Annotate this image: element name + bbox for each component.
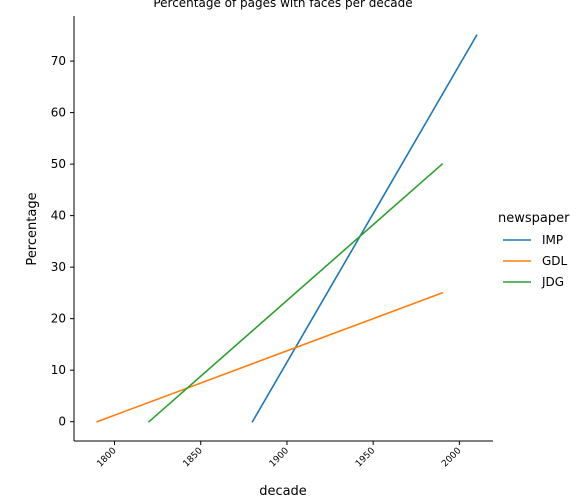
x-tick-label: 1950 (354, 446, 377, 469)
series-line-gdl (96, 291, 444, 423)
axes: 0 10 20 30 40 50 60 70 1800 1850 1900 1950 2000 (51, 16, 493, 469)
legend-label-imp: IMP (542, 233, 563, 247)
y-tick-label: 60 (51, 106, 66, 120)
x-tick-label: 1850 (182, 446, 205, 469)
legend: newspaper IMP GDL JDG (498, 211, 570, 289)
y-axis-label: Percentage (25, 192, 40, 265)
y-tick-label: 40 (51, 209, 66, 223)
x-tick-label: 1800 (95, 446, 118, 469)
legend-label-jdg: JDG (541, 275, 564, 289)
series-line-jdg (147, 162, 444, 423)
y-tick-label: 10 (51, 363, 66, 377)
chart-title: Percentage of pages with faces per decad… (153, 0, 412, 10)
x-tick-label: 1900 (268, 446, 291, 469)
series-lines (96, 34, 478, 423)
y-tick-label: 0 (58, 415, 66, 429)
x-axis-label: decade (259, 484, 307, 499)
y-tick-label: 30 (51, 260, 66, 274)
legend-label-gdl: GDL (542, 254, 568, 268)
x-tick-label: 2000 (440, 446, 463, 469)
legend-title: newspaper (498, 211, 570, 226)
y-tick-label: 20 (51, 312, 66, 326)
y-tick-label: 70 (51, 54, 66, 68)
y-tick-label: 50 (51, 157, 66, 171)
series-line-imp (251, 34, 478, 423)
